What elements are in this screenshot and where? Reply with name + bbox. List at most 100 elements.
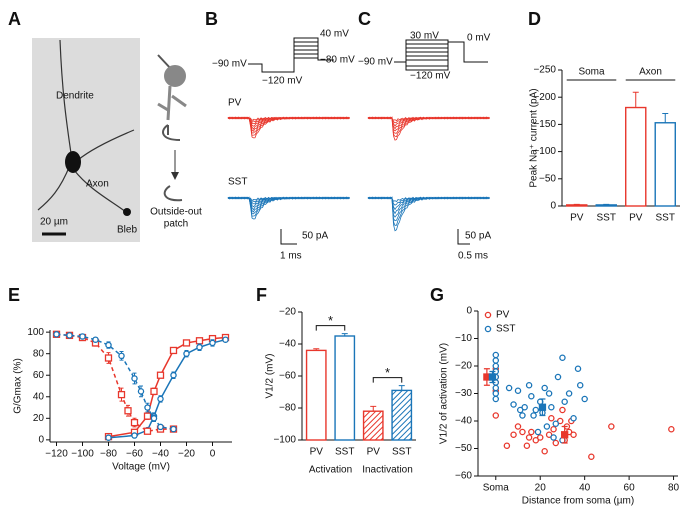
micrograph-label: Bleb (117, 225, 137, 236)
x-tick-label: 0 (210, 449, 216, 460)
data-point (548, 403, 555, 411)
data-point (532, 436, 540, 444)
data-point (492, 362, 500, 370)
y-tick-label: −30 (455, 388, 472, 399)
data-point (541, 384, 548, 392)
data-point (105, 341, 112, 349)
schematic-label: patch (164, 219, 188, 230)
error-bar (632, 91, 639, 108)
data-point (157, 423, 164, 431)
bar (334, 335, 356, 441)
data-point (516, 406, 524, 414)
significance-bracket (372, 377, 403, 383)
y-axis-title: G/Gmax (%) (13, 358, 24, 414)
bar (391, 389, 413, 441)
data-point (550, 425, 557, 433)
trace-label: SST (228, 177, 247, 188)
micrograph (32, 38, 140, 242)
data-point (143, 412, 152, 420)
y-axis-title: V1/2 (mV) (265, 353, 276, 398)
data-point (157, 395, 164, 403)
error-bar (398, 385, 405, 391)
schematic (157, 54, 187, 202)
y-tick-label: −40 (279, 339, 296, 350)
data-point (550, 434, 557, 441)
current-trace (227, 196, 350, 211)
data-point (608, 423, 615, 430)
data-point (492, 351, 500, 359)
bar (566, 204, 588, 207)
current-trace (367, 196, 490, 222)
panel-label: E (8, 285, 20, 305)
category-label: SST (392, 447, 411, 458)
scale-label: 1 ms (280, 251, 302, 262)
current-trace (368, 196, 490, 215)
data-point (668, 425, 675, 433)
x-tick-label: 60 (624, 483, 636, 494)
current-trace (367, 116, 490, 132)
panel-label: F (256, 285, 267, 305)
group-label: Inactivation (362, 465, 413, 476)
y-tick-label: −50 (455, 443, 472, 454)
category-label: PV (629, 213, 643, 224)
data-point (554, 373, 562, 381)
data-point (156, 371, 165, 379)
y-tick-label: −50 (539, 173, 556, 184)
data-point (581, 395, 588, 403)
error-bar (370, 405, 377, 412)
data-point (492, 357, 500, 364)
legend-label: PV (496, 310, 510, 321)
data-point (503, 442, 511, 449)
category-label: PV (310, 447, 324, 458)
trace-label: PV (228, 98, 242, 109)
x-tick-label: −120 (45, 449, 68, 460)
y-tick-label: −60 (455, 471, 472, 482)
x-tick-label: −40 (152, 449, 169, 460)
data-point (541, 447, 548, 455)
mean-point (561, 431, 569, 439)
protocol-label: 30 mV (410, 31, 439, 42)
data-point (552, 420, 560, 427)
y-tick-label: 40 (33, 391, 45, 402)
mean-point (538, 403, 547, 411)
group-label: Axon (639, 67, 662, 78)
y-tick-label: 0 (38, 434, 44, 445)
micrograph-label: Axon (86, 179, 109, 190)
panel-label: C (358, 9, 371, 29)
panel-label: B (205, 9, 218, 29)
data-point (588, 453, 595, 460)
data-point (545, 390, 553, 397)
y-tick-label: −200 (533, 92, 556, 103)
data-point (79, 333, 86, 340)
error-bar (313, 348, 320, 351)
y-tick-label: −60 (279, 371, 296, 382)
error-bar (662, 113, 669, 123)
fit-line (108, 338, 226, 439)
current-trace (227, 116, 350, 130)
data-point (118, 352, 125, 360)
data-point (137, 388, 145, 395)
current-trace (227, 196, 350, 213)
panel-label: A (8, 9, 21, 29)
data-point (543, 423, 551, 430)
y-tick-label: −100 (533, 146, 556, 157)
scale-bar (280, 229, 297, 245)
data-point (552, 439, 560, 447)
legend-marker (484, 311, 492, 319)
data-point (519, 428, 526, 436)
data-point (492, 390, 500, 397)
x-tick-label: 80 (668, 483, 680, 494)
bar (654, 122, 676, 207)
micrograph-label: Dendrite (56, 91, 94, 102)
x-tick-label: −80 (100, 449, 117, 460)
data-point (559, 354, 566, 361)
y-tick-label: 60 (33, 370, 45, 381)
x-tick-label: 20 (535, 483, 547, 494)
category-label: SST (656, 213, 675, 224)
schematic-label: Outside-out (150, 207, 202, 218)
data-point (169, 346, 178, 355)
data-point (510, 431, 517, 438)
data-point (182, 339, 191, 347)
y-axis-title: Peak Na⁺ current (pA) (529, 88, 540, 187)
